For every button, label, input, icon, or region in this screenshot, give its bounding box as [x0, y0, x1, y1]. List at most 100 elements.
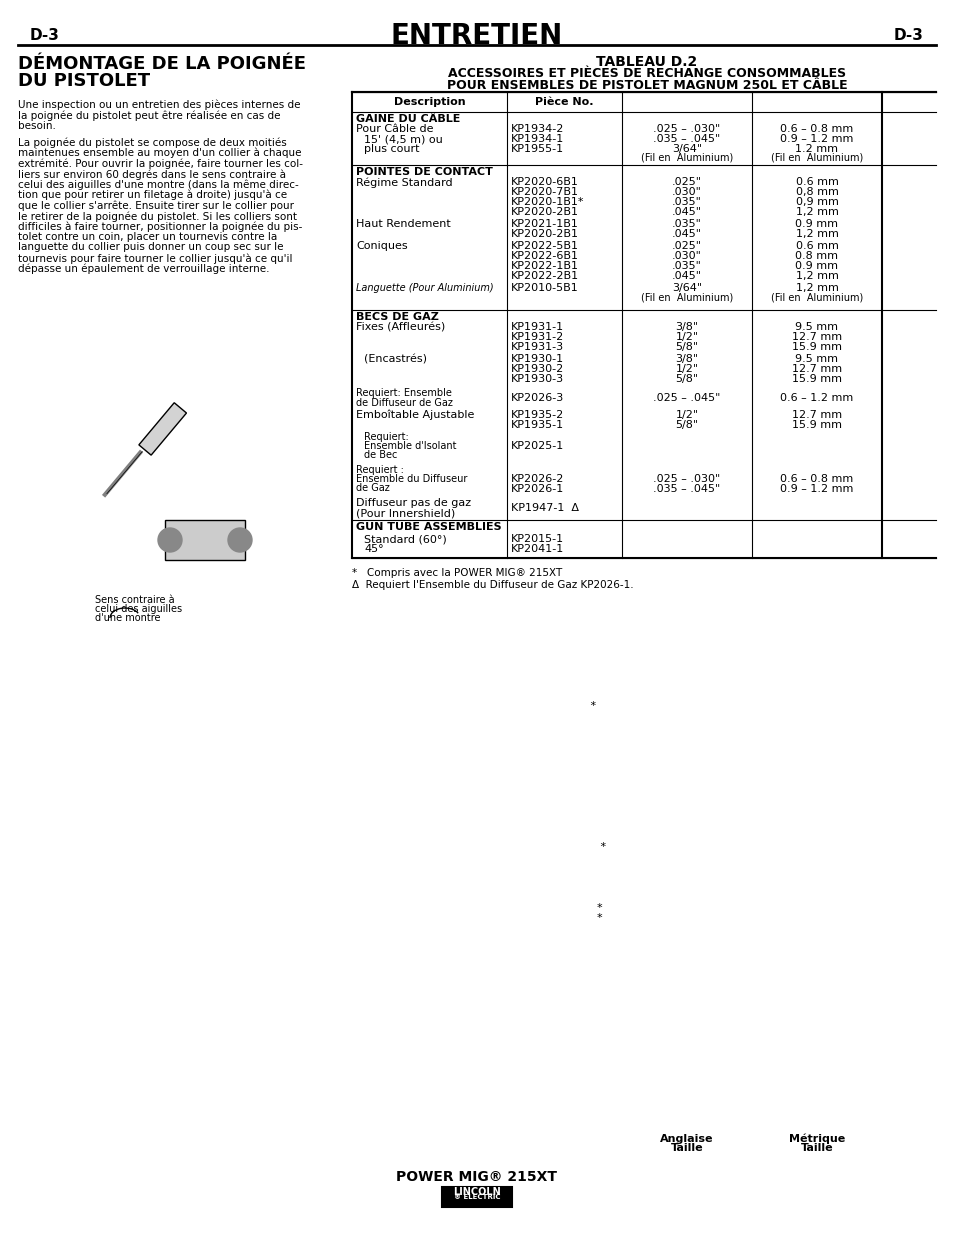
Text: 15' (4,5 m) ou: 15' (4,5 m) ou: [364, 135, 442, 144]
Text: ACCESSOIRES ET PIÈCES DE RECHANGE CONSOMMABLES: ACCESSOIRES ET PIÈCES DE RECHANGE CONSOM…: [448, 67, 845, 80]
Text: KP1930-3: KP1930-3: [511, 374, 563, 384]
Text: POINTES DE CONTACT: POINTES DE CONTACT: [355, 167, 493, 177]
Text: Fixes (Affleurés): Fixes (Affleurés): [355, 322, 445, 332]
Text: Requiert:: Requiert:: [364, 432, 408, 442]
Circle shape: [158, 529, 182, 552]
Text: (Encastrés): (Encastrés): [364, 354, 427, 364]
Text: liers sur environ 60 degrés dans le sens contraire à: liers sur environ 60 degrés dans le sens…: [18, 169, 286, 179]
Text: 15.9 mm: 15.9 mm: [791, 342, 841, 352]
Text: KP1930-1: KP1930-1: [511, 354, 563, 364]
Text: languette du collier puis donner un coup sec sur le: languette du collier puis donner un coup…: [18, 242, 283, 252]
Text: Δ  Requiert l'Ensemble du Diffuseur de Gaz KP2026-1.: Δ Requiert l'Ensemble du Diffuseur de Ga…: [352, 580, 633, 590]
Text: KP2022-5B1: KP2022-5B1: [511, 241, 578, 251]
Text: 1,2 mm: 1,2 mm: [795, 283, 838, 293]
Text: .035": .035": [671, 219, 701, 228]
Text: 45°: 45°: [364, 543, 383, 555]
Text: KP2041-1: KP2041-1: [511, 543, 563, 555]
Text: GAINE DU CÂBLE: GAINE DU CÂBLE: [355, 114, 460, 124]
Text: Sens contraire à: Sens contraire à: [95, 595, 174, 605]
Text: tolet contre un coin, placer un tournevis contre la: tolet contre un coin, placer un tournevi…: [18, 232, 277, 242]
Text: .045": .045": [671, 228, 701, 240]
Circle shape: [228, 529, 252, 552]
Text: KP1955-1: KP1955-1: [511, 144, 563, 154]
Text: .030": .030": [671, 186, 701, 198]
Text: celui des aiguilles d'une montre (dans la même direc-: celui des aiguilles d'une montre (dans l…: [18, 179, 298, 190]
Text: D-3: D-3: [30, 28, 60, 43]
Text: 0.6 – 1.2 mm: 0.6 – 1.2 mm: [780, 393, 853, 403]
Text: de Gaz: de Gaz: [355, 483, 390, 493]
Text: POWER MIG® 215XT: POWER MIG® 215XT: [396, 1170, 557, 1184]
Text: le retirer de la poignée du pistolet. Si les colliers sont: le retirer de la poignée du pistolet. Si…: [18, 211, 296, 221]
Text: ENTRETIEN: ENTRETIEN: [391, 22, 562, 49]
Text: de Bec: de Bec: [364, 450, 397, 459]
Text: dépasse un épaulement de verrouillage interne.: dépasse un épaulement de verrouillage in…: [18, 263, 269, 274]
Text: *   Compris avec la POWER MIG® 215XT: * Compris avec la POWER MIG® 215XT: [352, 568, 561, 578]
Text: 0.6 – 0.8 mm: 0.6 – 0.8 mm: [780, 124, 853, 135]
Text: 0.9 mm: 0.9 mm: [795, 261, 838, 270]
Text: tournevis pour faire tourner le collier jusqu'à ce qu'il: tournevis pour faire tourner le collier …: [18, 253, 293, 263]
Text: Diffuseur pas de gaz: Diffuseur pas de gaz: [355, 498, 471, 508]
Text: 1/2": 1/2": [675, 410, 698, 420]
Text: KP2021-1B1: KP2021-1B1: [511, 219, 578, 228]
Text: 15.9 mm: 15.9 mm: [791, 420, 841, 430]
Text: 5/8": 5/8": [675, 374, 698, 384]
Text: 15.9 mm: 15.9 mm: [791, 374, 841, 384]
Text: (Fil en  Aluminium): (Fil en Aluminium): [640, 293, 732, 303]
Text: BECS DE GAZ: BECS DE GAZ: [355, 312, 438, 322]
Text: (Fil en  Aluminium): (Fil en Aluminium): [640, 153, 732, 163]
Text: Pour Câble de: Pour Câble de: [355, 124, 433, 135]
Text: Requiert: Ensemble: Requiert: Ensemble: [355, 388, 452, 398]
Text: tion que pour retirer un filetage à droite) jusqu'à ce: tion que pour retirer un filetage à droi…: [18, 190, 287, 200]
Text: KP1931-3: KP1931-3: [511, 342, 563, 352]
Text: KP2020-6B1: KP2020-6B1: [511, 177, 578, 186]
Text: de Diffuseur de Gaz: de Diffuseur de Gaz: [355, 398, 453, 408]
Text: (Pour Innershield): (Pour Innershield): [355, 508, 455, 517]
Text: Haut Rendement: Haut Rendement: [355, 219, 450, 228]
Text: 0.6 mm: 0.6 mm: [795, 241, 838, 251]
Text: *: *: [597, 842, 605, 852]
Text: 5/8": 5/8": [675, 420, 698, 430]
Text: Coniques: Coniques: [355, 241, 407, 251]
Text: Description: Description: [394, 98, 465, 107]
Text: .025 – .045": .025 – .045": [653, 393, 720, 403]
FancyBboxPatch shape: [441, 1187, 512, 1207]
Text: 3/64": 3/64": [671, 144, 701, 154]
Text: 1,2 mm: 1,2 mm: [795, 270, 838, 282]
Text: Taille: Taille: [670, 1144, 702, 1153]
Text: Languette (Pour Aluminium): Languette (Pour Aluminium): [355, 283, 493, 293]
Text: Anglaise: Anglaise: [659, 1134, 713, 1144]
Text: KP2020-7B1: KP2020-7B1: [511, 186, 578, 198]
Text: LINCOLN: LINCOLN: [453, 1187, 500, 1197]
Text: KP2020-1B1*: KP2020-1B1*: [511, 198, 584, 207]
Text: celui des aiguilles: celui des aiguilles: [95, 604, 182, 614]
Text: *: *: [586, 701, 596, 711]
Text: 1/2": 1/2": [675, 332, 698, 342]
Text: 1,2 mm: 1,2 mm: [795, 207, 838, 217]
Text: Ensemble du Diffuseur: Ensemble du Diffuseur: [355, 474, 467, 484]
Text: 3/8": 3/8": [675, 322, 698, 332]
Text: .025 – .030": .025 – .030": [653, 474, 720, 484]
Text: la poignée du pistolet peut être réalisée en cas de: la poignée du pistolet peut être réalisé…: [18, 110, 280, 121]
Text: KP1947-1  Δ: KP1947-1 Δ: [511, 503, 578, 513]
Text: KP2015-1: KP2015-1: [511, 534, 563, 543]
Text: .025 – .030": .025 – .030": [653, 124, 720, 135]
Text: 12.7 mm: 12.7 mm: [791, 332, 841, 342]
Text: Taille: Taille: [800, 1144, 832, 1153]
Text: KP2022-6B1: KP2022-6B1: [511, 251, 578, 261]
Text: besoin.: besoin.: [18, 121, 56, 131]
Text: DÉMONTAGE DE LA POIGNÉE: DÉMONTAGE DE LA POIGNÉE: [18, 56, 306, 73]
Text: La poignée du pistolet se compose de deux moitiés: La poignée du pistolet se compose de deu…: [18, 137, 287, 148]
Text: .035 – .045": .035 – .045": [653, 135, 720, 144]
Text: 1.2 mm: 1.2 mm: [795, 144, 838, 154]
Text: 1/2": 1/2": [675, 364, 698, 374]
Text: 0.6 mm: 0.6 mm: [795, 177, 838, 186]
Text: KP1935-2: KP1935-2: [511, 410, 563, 420]
Text: Une inspection ou un entretien des pièces internes de: Une inspection ou un entretien des pièce…: [18, 100, 300, 110]
Text: KP1935-1: KP1935-1: [511, 420, 563, 430]
Text: .045": .045": [671, 207, 701, 217]
Text: KP1930-2: KP1930-2: [511, 364, 563, 374]
Polygon shape: [165, 520, 245, 559]
Text: 1,2 mm: 1,2 mm: [795, 228, 838, 240]
Text: KP2022-1B1: KP2022-1B1: [511, 261, 578, 270]
Text: que le collier s'arrête. Ensuite tirer sur le collier pour: que le collier s'arrête. Ensuite tirer s…: [18, 200, 294, 211]
